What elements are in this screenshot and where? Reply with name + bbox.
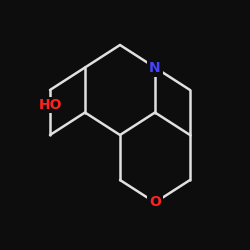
Text: HO: HO [38,98,62,112]
Text: N: N [149,60,161,74]
Text: O: O [149,196,161,209]
